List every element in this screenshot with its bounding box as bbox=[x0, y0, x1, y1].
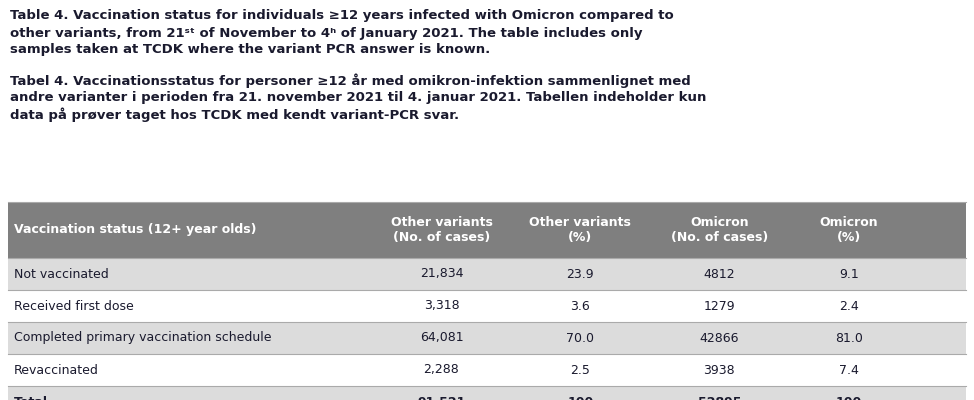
Text: 4812: 4812 bbox=[703, 268, 735, 280]
Text: Omicron
(%): Omicron (%) bbox=[819, 216, 878, 244]
Text: Tabel 4. Vaccinationsstatus for personer ≥12 år med omikron-infektion sammenlign: Tabel 4. Vaccinationsstatus for personer… bbox=[10, 74, 691, 88]
Text: 2,288: 2,288 bbox=[424, 364, 460, 376]
Text: Other variants
(No. of cases): Other variants (No. of cases) bbox=[391, 216, 493, 244]
Text: 3938: 3938 bbox=[703, 364, 735, 376]
Text: data på prøver taget hos TCDK med kendt variant-PCR svar.: data på prøver taget hos TCDK med kendt … bbox=[10, 108, 459, 122]
Text: Revaccinated: Revaccinated bbox=[14, 364, 99, 376]
Text: 91,521: 91,521 bbox=[417, 396, 466, 400]
Text: 70.0: 70.0 bbox=[567, 332, 594, 344]
Bar bbox=[8, 354, 966, 386]
Bar bbox=[8, 322, 966, 354]
Text: 3.6: 3.6 bbox=[571, 300, 590, 312]
Text: Table 4. Vaccination status for individuals ≥12 years infected with Omicron comp: Table 4. Vaccination status for individu… bbox=[10, 10, 674, 22]
Text: andre varianter i perioden fra 21. november 2021 til 4. januar 2021. Tabellen in: andre varianter i perioden fra 21. novem… bbox=[10, 92, 706, 104]
Text: 2.5: 2.5 bbox=[571, 364, 590, 376]
Text: Other variants
(%): Other variants (%) bbox=[530, 216, 631, 244]
Text: Total: Total bbox=[14, 396, 48, 400]
Text: Received first dose: Received first dose bbox=[14, 300, 133, 312]
Text: 7.4: 7.4 bbox=[839, 364, 859, 376]
Bar bbox=[8, 258, 966, 290]
Bar bbox=[8, 290, 966, 322]
Bar bbox=[8, 386, 966, 400]
Text: Not vaccinated: Not vaccinated bbox=[14, 268, 109, 280]
Text: 23.9: 23.9 bbox=[567, 268, 594, 280]
Text: Completed primary vaccination schedule: Completed primary vaccination schedule bbox=[14, 332, 272, 344]
Text: 3,318: 3,318 bbox=[424, 300, 460, 312]
Text: other variants, from 21ˢᵗ of November to 4ʰ of January 2021. The table includes : other variants, from 21ˢᵗ of November to… bbox=[10, 26, 643, 40]
Text: 21,834: 21,834 bbox=[420, 268, 464, 280]
Text: 100: 100 bbox=[836, 396, 862, 400]
Text: Omicron
(No. of cases): Omicron (No. of cases) bbox=[671, 216, 768, 244]
Bar bbox=[8, 202, 966, 258]
Text: 64,081: 64,081 bbox=[420, 332, 464, 344]
Text: Vaccination status (12+ year olds): Vaccination status (12+ year olds) bbox=[14, 224, 256, 236]
Text: 100: 100 bbox=[567, 396, 593, 400]
Text: samples taken at TCDK where the variant PCR answer is known.: samples taken at TCDK where the variant … bbox=[10, 44, 490, 56]
Text: 42866: 42866 bbox=[699, 332, 739, 344]
Text: 1279: 1279 bbox=[703, 300, 735, 312]
Text: 81.0: 81.0 bbox=[835, 332, 863, 344]
Text: 9.1: 9.1 bbox=[839, 268, 858, 280]
Text: 2.4: 2.4 bbox=[839, 300, 858, 312]
Text: 52895: 52895 bbox=[697, 396, 741, 400]
